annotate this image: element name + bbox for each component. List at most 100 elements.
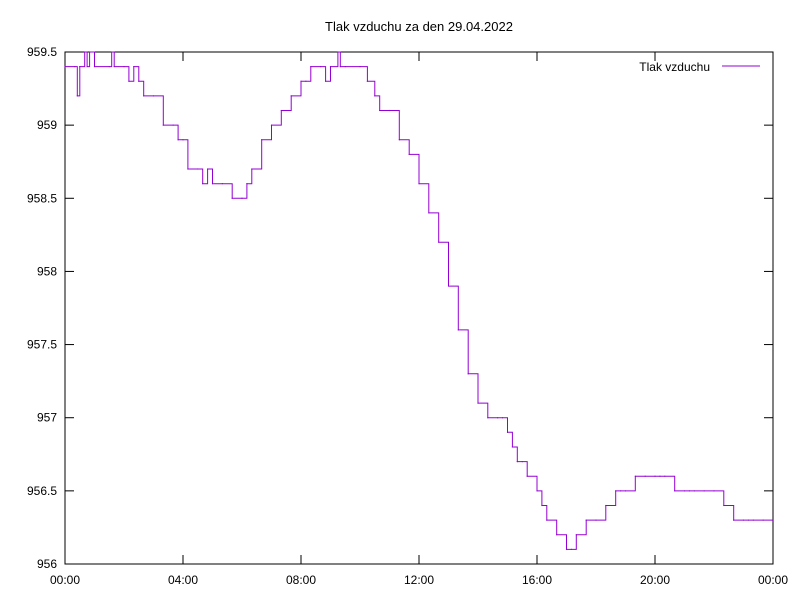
- data-point: [570, 548, 573, 550]
- data-point: [467, 373, 469, 375]
- data-point: [659, 475, 661, 477]
- x-tick-label: 00:00: [50, 573, 80, 587]
- data-point: [634, 475, 636, 477]
- data-point: [747, 519, 750, 521]
- y-tick-label: 956.5: [27, 484, 57, 498]
- data-point: [374, 95, 376, 97]
- data-point: [138, 80, 140, 82]
- x-axis: 00:00 04:00 08:00 12:00 16:00 20:00 00:00: [50, 52, 788, 587]
- data-point: [654, 475, 656, 477]
- data-point: [270, 124, 273, 126]
- data-point: [133, 66, 135, 68]
- data-point: [152, 95, 155, 97]
- data-point: [713, 490, 715, 492]
- data-point: [211, 183, 214, 185]
- data-point: [143, 95, 145, 97]
- data-point: [246, 183, 248, 185]
- data-point: [162, 124, 164, 126]
- data-point: [366, 80, 368, 82]
- data-point: [88, 51, 91, 53]
- data-point: [128, 80, 130, 82]
- plot-area-frame: [64, 51, 774, 565]
- data-point: [113, 66, 115, 68]
- data-point: [86, 66, 88, 68]
- data-point: [310, 66, 312, 68]
- data-point: [536, 490, 538, 492]
- x-tick-label: 00:00: [758, 573, 788, 587]
- data-point: [359, 66, 361, 68]
- data-point: [74, 66, 76, 68]
- data-point: [526, 475, 528, 477]
- data-point: [408, 153, 410, 155]
- y-axis: 956 956.5 957 957.5 958 958.5 959 959.5: [27, 45, 773, 571]
- y-tick-label: 957.5: [27, 338, 57, 352]
- data-point: [595, 519, 597, 521]
- data-point: [339, 66, 341, 68]
- data-point: [506, 431, 509, 433]
- data-point: [644, 475, 646, 477]
- data-point: [575, 534, 577, 536]
- data-point: [379, 109, 381, 112]
- data-point: [344, 66, 346, 68]
- data-point: [723, 504, 725, 507]
- data-point: [457, 329, 459, 331]
- y-tick-label: 957: [37, 411, 57, 425]
- data-point: [108, 66, 110, 68]
- data-point: [556, 534, 558, 536]
- data-point: [541, 504, 543, 507]
- data-point: [674, 490, 676, 492]
- data-point: [84, 51, 86, 53]
- data-point: [733, 519, 735, 521]
- y-tick-label: 959.5: [27, 45, 57, 59]
- x-tick-label: 12:00: [404, 573, 434, 587]
- data-point: [251, 168, 253, 170]
- data-point: [585, 519, 587, 521]
- data-point: [619, 490, 622, 492]
- data-point: [324, 80, 327, 82]
- data-point: [615, 490, 617, 492]
- data-point: [703, 490, 705, 492]
- data-point: [752, 519, 754, 521]
- data-point: [477, 402, 479, 404]
- data-point: [187, 168, 189, 170]
- data-point: [197, 168, 199, 170]
- data-point: [76, 95, 78, 97]
- data-point: [546, 519, 548, 521]
- data-point: [565, 548, 568, 550]
- data-point: [605, 504, 607, 507]
- data-point: [177, 139, 179, 141]
- data-point: [693, 490, 695, 492]
- data-point: [688, 490, 691, 492]
- data-point: [300, 80, 302, 82]
- data-point: [337, 51, 339, 53]
- data-point: [516, 461, 518, 463]
- legend: Tlak vzduchu: [639, 60, 760, 74]
- data-point: [241, 197, 243, 199]
- data-point: [501, 417, 504, 419]
- legend-label: Tlak vzduchu: [639, 60, 710, 74]
- data-point: [64, 66, 66, 68]
- data-point: [664, 475, 666, 477]
- data-point: [418, 183, 420, 185]
- data-point: [511, 446, 514, 448]
- data-point: [438, 241, 440, 243]
- y-tick-label: 958.5: [27, 191, 57, 205]
- data-point: [221, 183, 223, 185]
- data-point: [624, 490, 627, 492]
- chart-title: Tlak vzduchu za den 29.04.2022: [325, 19, 513, 34]
- data-point: [93, 66, 96, 68]
- data-point: [762, 519, 764, 521]
- data-point: [280, 109, 282, 112]
- data-point: [487, 417, 489, 419]
- data-point: [329, 66, 332, 68]
- data-point: [398, 139, 400, 141]
- data-point: [261, 139, 263, 141]
- data-point: [683, 490, 686, 492]
- y-tick-label: 956: [37, 557, 57, 571]
- x-tick-label: 16:00: [522, 573, 552, 587]
- data-point: [497, 417, 499, 419]
- data-point: [320, 66, 322, 68]
- data-point: [742, 519, 745, 521]
- x-tick-label: 04:00: [168, 573, 198, 587]
